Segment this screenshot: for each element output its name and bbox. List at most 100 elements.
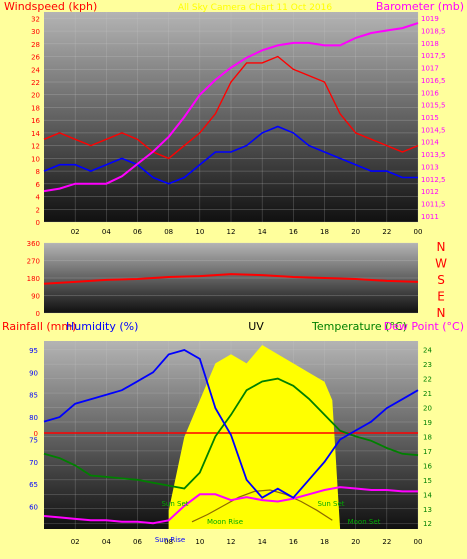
temperature-y-axis: 12 13 14 15 16 17 18 19 20 21 22 23 24 xyxy=(423,347,432,529)
wind-chart: Windspeed (kph) All Sky Camera Chart 11 … xyxy=(4,0,464,236)
wind-y-left-tick: 12 xyxy=(31,143,40,151)
wind-y-left-tick: 0 xyxy=(36,219,40,227)
uv-area xyxy=(168,345,341,529)
wind-y-right-axis: 1011 1011,5 1012 1012,5 1013 1013,5 1014 1014,5… xyxy=(421,15,446,221)
rainfall-axis-label: Rainfall (mm) xyxy=(2,320,76,333)
temperature-axis-label: Temperature (°C) xyxy=(311,320,407,333)
direction-y-tick: 0 xyxy=(36,310,40,318)
wind-chart-title: All Sky Camera Chart 11 Oct 2016 xyxy=(178,3,332,13)
wind-x-tick: 20 xyxy=(351,228,360,236)
wind-y-right-tick: 1013 xyxy=(421,163,439,171)
humidity-y-tick: 90 xyxy=(29,369,38,377)
wind-y-right-tick: 1014,5 xyxy=(421,126,446,134)
direction-chart-series xyxy=(43,273,419,285)
wind-y-left-tick: 26 xyxy=(31,54,40,62)
temp-humidity-x-tick: 00 xyxy=(414,538,423,546)
wind-y-left-tick: 6 xyxy=(36,181,41,189)
moon-set-label: Moon Set xyxy=(348,518,381,526)
wind-x-tick: 14 xyxy=(258,228,267,236)
wind-y-left-tick: 2 xyxy=(36,206,40,214)
wind-x-tick: 18 xyxy=(320,228,329,236)
humidity-y-tick: 95 xyxy=(29,347,38,355)
wind-x-tick: 12 xyxy=(227,228,236,236)
wind-direction-line xyxy=(43,273,419,285)
direction-y-tick: 270 xyxy=(27,258,40,266)
compass-label: E xyxy=(437,290,445,304)
wind-y-right-tick: 1017 xyxy=(421,65,439,73)
temp-humidity-x-tick: 20 xyxy=(351,538,360,546)
temperature-y-tick: 15 xyxy=(423,477,432,485)
wind-x-tick: 02 xyxy=(71,228,80,236)
temp-humidity-x-axis: 02 04 06 08 10 12 14 16 18 20 22 00 xyxy=(71,538,423,546)
temperature-y-tick: 24 xyxy=(423,347,432,355)
moon-rise-label: Moon Rise xyxy=(207,518,243,526)
wind-y-right-tick: 1012 xyxy=(421,188,439,196)
humidity-y-tick: 75 xyxy=(29,436,38,444)
wind-x-tick: 06 xyxy=(133,228,142,236)
temp-humidity-chart: Rainfall (mm) Humidity (%) UV Temperatur… xyxy=(2,320,464,546)
compass-label: N xyxy=(437,306,446,320)
sun-set-label-evening: Sun Set xyxy=(317,500,344,508)
wind-y-right-tick: 1011,5 xyxy=(421,200,446,208)
wind-y-left-tick: 18 xyxy=(31,104,40,112)
humidity-line xyxy=(43,349,419,499)
direction-y-tick: 360 xyxy=(27,240,40,248)
sun-rise-label: Sun Rise xyxy=(155,536,185,544)
wind-x-tick: 04 xyxy=(102,228,111,236)
wind-left-axis-label: Windspeed (kph) xyxy=(4,0,97,13)
direction-y-tick: 90 xyxy=(31,293,40,301)
temperature-y-tick: 23 xyxy=(423,361,432,369)
temp-humidity-x-tick: 08 xyxy=(164,538,173,546)
direction-y-tick: 180 xyxy=(27,275,40,283)
wind-y-right-tick: 1012,5 xyxy=(421,176,446,184)
temperature-y-tick: 18 xyxy=(423,433,432,441)
sun-moon-annotations: Sun Set Sun Set Moon Rise Moon Set Sun Rise xyxy=(155,500,381,544)
wind-y-right-tick: 1017,5 xyxy=(421,52,446,60)
wind-speed-line xyxy=(43,55,419,160)
wind-x-tick: 00 xyxy=(414,228,423,236)
wind-y-left-tick: 32 xyxy=(31,15,40,23)
temperature-y-tick: 14 xyxy=(423,491,432,499)
temp-humidity-x-tick: 14 xyxy=(258,538,267,546)
temperature-line xyxy=(43,377,419,490)
wind-y-left-tick: 28 xyxy=(31,41,40,49)
temp-humidity-x-tick: 12 xyxy=(227,538,236,546)
wind-y-right-tick: 1015 xyxy=(421,114,439,122)
uv-axis-label: UV xyxy=(248,320,264,333)
wind-y-left-tick: 8 xyxy=(36,168,40,176)
direction-y-axis: 0 90 180 270 360 xyxy=(27,240,40,318)
wind-y-left-tick: 24 xyxy=(31,66,40,74)
wind-y-left-tick: 22 xyxy=(31,79,40,87)
wind-y-right-tick: 1011 xyxy=(421,213,439,221)
temperature-y-tick: 12 xyxy=(423,520,432,528)
wind-chart-grid xyxy=(44,12,419,223)
temperature-y-tick: 17 xyxy=(423,448,432,456)
humidity-y-tick: 60 xyxy=(29,504,38,512)
wind-chart-series xyxy=(43,22,419,193)
barometer-line xyxy=(43,22,419,193)
wind-x-tick: 10 xyxy=(195,228,204,236)
compass-label: N xyxy=(437,240,446,254)
wind-y-right-tick: 1016 xyxy=(421,89,439,97)
wind-average-line xyxy=(43,125,418,185)
temp-humidity-x-tick: 22 xyxy=(382,538,391,546)
wind-y-left-tick: 10 xyxy=(31,155,40,163)
temperature-y-tick: 16 xyxy=(423,462,432,470)
wind-y-left-tick: 4 xyxy=(36,194,41,202)
rainfall-y-tick: 0 xyxy=(34,430,38,438)
temperature-y-tick: 13 xyxy=(423,506,432,514)
wind-x-tick: 16 xyxy=(289,228,298,236)
compass-label: W xyxy=(435,257,447,271)
temperature-y-tick: 22 xyxy=(423,376,432,384)
humidity-y-tick: 70 xyxy=(29,459,38,467)
wind-y-left-tick: 14 xyxy=(31,130,40,138)
humidity-y-tick: 80 xyxy=(29,414,38,422)
temp-humidity-x-tick: 18 xyxy=(320,538,329,546)
wind-y-left-tick: 20 xyxy=(31,92,40,100)
wind-right-axis-label: Barometer (mb) xyxy=(376,0,464,13)
temperature-y-tick: 21 xyxy=(423,390,432,398)
dew-point-axis-label: Dew Point (°C) xyxy=(384,320,464,333)
